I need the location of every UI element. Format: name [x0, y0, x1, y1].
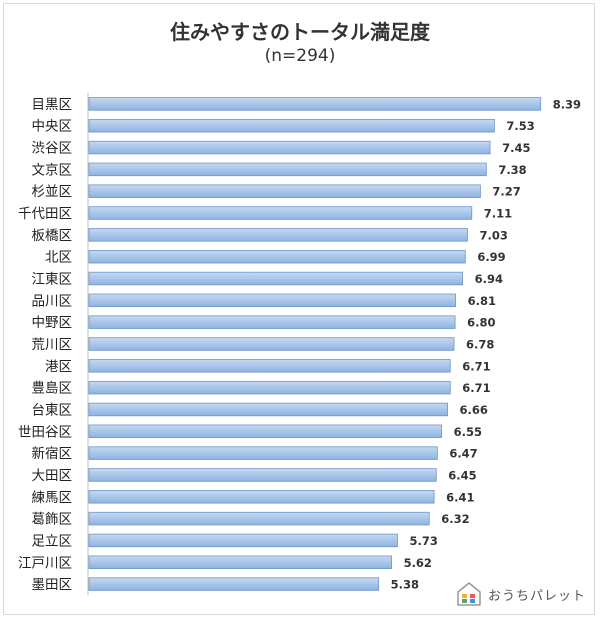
- value-label: 6.47: [449, 447, 477, 461]
- value-label: 6.80: [467, 316, 495, 330]
- category-label: 文京区: [32, 162, 73, 178]
- logo: おうちパレット: [456, 579, 586, 609]
- bar: [88, 337, 455, 351]
- category-label: 台東区: [32, 402, 73, 418]
- bar: [88, 555, 392, 569]
- value-label: 7.53: [506, 119, 534, 133]
- bar: [88, 511, 430, 526]
- value-label: 5.38: [391, 578, 419, 592]
- house-icon: [457, 582, 481, 606]
- category-label: 江東区: [32, 272, 73, 288]
- category-label: 世田谷区: [18, 424, 72, 440]
- value-label: 7.11: [484, 207, 512, 221]
- category-label: 北区: [45, 250, 72, 266]
- category-label: 品川区: [32, 293, 73, 309]
- category-label: 練馬区: [32, 490, 73, 506]
- bar: [88, 402, 448, 417]
- bar: [88, 206, 473, 220]
- category-label: 荒川区: [32, 337, 73, 353]
- bar: [88, 533, 398, 548]
- bar: [88, 293, 457, 308]
- value-label: 7.03: [479, 228, 507, 242]
- bar: [88, 359, 451, 373]
- bar: [88, 315, 456, 329]
- bar: [88, 162, 487, 177]
- category-label: 板橋区: [32, 228, 73, 244]
- bar: [88, 380, 451, 395]
- category-label: 杉並区: [32, 184, 73, 200]
- bar: [88, 468, 437, 482]
- logo-text: おうちパレット: [488, 588, 587, 604]
- value-label: 6.78: [466, 338, 494, 352]
- category-label: 中野区: [32, 315, 73, 331]
- category-label: 千代田区: [18, 206, 72, 222]
- value-label: 8.39: [553, 97, 581, 111]
- value-label: 6.45: [448, 468, 476, 482]
- bar: [88, 249, 466, 264]
- bar: [88, 577, 380, 591]
- value-label: 6.32: [441, 512, 469, 526]
- value-label: 7.38: [498, 163, 526, 177]
- category-label: 江戸川区: [18, 555, 72, 571]
- value-label: 7.27: [492, 185, 520, 199]
- value-label: 6.66: [460, 403, 488, 417]
- category-label: 葛飾区: [32, 512, 73, 528]
- value-label: 7.45: [502, 141, 530, 155]
- bar: [88, 490, 435, 504]
- chart-subtitle: (n=294): [264, 46, 336, 66]
- value-label: 6.71: [462, 359, 490, 373]
- category-label: 足立区: [32, 533, 73, 549]
- category-label: 港区: [45, 359, 72, 375]
- bar: [88, 140, 491, 155]
- bar: [88, 97, 542, 111]
- bar: [88, 446, 438, 460]
- category-label: 墨田区: [32, 577, 73, 593]
- category-label: 中央区: [32, 119, 73, 135]
- category-label: 目黒区: [32, 97, 73, 113]
- category-label: 豊島区: [32, 381, 73, 397]
- value-label: 6.55: [454, 425, 482, 439]
- value-label: 6.94: [475, 272, 503, 286]
- bar: [88, 184, 481, 198]
- bar: [88, 119, 495, 133]
- value-label: 6.41: [446, 490, 474, 504]
- value-label: 5.62: [404, 556, 432, 570]
- bar: [88, 424, 443, 439]
- value-label: 6.71: [462, 381, 490, 395]
- bar: [88, 271, 464, 286]
- category-label: 新宿区: [32, 445, 73, 462]
- chart-title: 住みやすさのトータル満足度: [170, 20, 430, 44]
- category-label: 渋谷区: [32, 141, 73, 157]
- bar: [88, 228, 468, 242]
- value-label: 6.99: [477, 250, 505, 264]
- category-label: 大田区: [32, 468, 73, 484]
- value-label: 5.73: [409, 534, 437, 548]
- value-label: 6.81: [468, 294, 496, 308]
